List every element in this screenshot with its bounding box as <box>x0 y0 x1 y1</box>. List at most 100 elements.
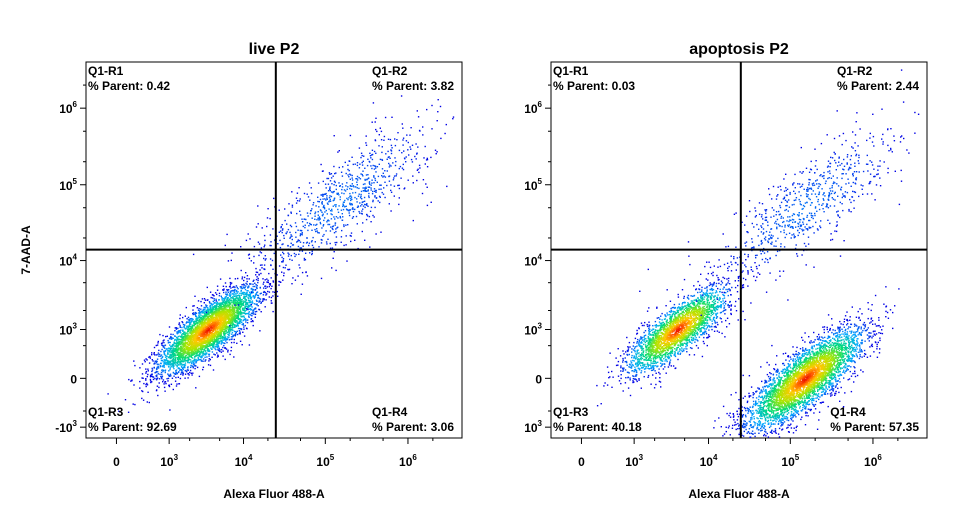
event-dot <box>219 315 222 317</box>
event-dot <box>229 315 232 317</box>
event-dot <box>245 305 247 307</box>
event-dot <box>164 354 167 357</box>
event-dot <box>416 153 418 155</box>
event-dot <box>185 357 187 360</box>
event-dot <box>183 352 185 354</box>
event-dot <box>227 297 229 300</box>
event-dot <box>381 159 384 161</box>
event-dot <box>260 301 263 303</box>
event-dot <box>184 373 187 375</box>
event-dot <box>321 214 324 216</box>
event-dot <box>198 341 200 343</box>
event-dot <box>431 104 433 107</box>
event-dot <box>235 316 238 318</box>
event-dot <box>203 345 205 348</box>
event-dot <box>211 323 213 325</box>
event-dot <box>315 205 317 207</box>
event-dot <box>229 294 231 296</box>
event-dot <box>206 356 208 358</box>
event-dot <box>167 351 169 353</box>
event-dot <box>263 234 266 237</box>
event-dot <box>204 311 206 313</box>
event-dot <box>231 338 233 340</box>
event-dot <box>224 325 226 327</box>
event-dot <box>294 222 297 224</box>
event-dot <box>181 358 184 360</box>
event-dot <box>247 297 250 300</box>
event-dot <box>149 380 152 382</box>
event-dot <box>169 338 171 340</box>
event-dot <box>299 233 302 235</box>
event-dot <box>311 240 313 242</box>
event-dot <box>205 318 208 320</box>
event-dot <box>322 224 325 226</box>
event-dot <box>230 338 232 341</box>
event-dot <box>203 322 205 324</box>
event-dot <box>298 253 300 255</box>
event-dot <box>295 225 298 228</box>
event-dot <box>304 224 306 226</box>
event-dot <box>182 339 185 341</box>
event-dot <box>183 349 185 351</box>
event-dot <box>337 192 339 194</box>
event-dot <box>217 308 219 310</box>
event-dot <box>234 293 236 295</box>
event-dot <box>190 320 192 322</box>
event-dot <box>198 354 201 357</box>
event-dot <box>210 326 212 329</box>
event-dot <box>172 333 174 336</box>
event-dot <box>245 298 247 301</box>
event-dot <box>358 193 360 195</box>
event-dot <box>174 350 176 352</box>
event-dot <box>198 315 200 317</box>
event-dot <box>243 292 245 294</box>
event-dot <box>299 214 302 216</box>
event-dot <box>198 353 201 355</box>
event-dot <box>243 312 245 314</box>
event-dot <box>217 311 220 313</box>
event-dot <box>236 294 238 297</box>
event-dot <box>171 365 173 367</box>
event-dot <box>266 225 268 228</box>
event-dot <box>225 337 227 340</box>
event-dot <box>183 353 185 355</box>
event-dot <box>167 363 169 365</box>
event-dot <box>160 350 162 353</box>
event-dot <box>204 322 206 325</box>
event-dot <box>199 319 201 321</box>
event-dot <box>124 399 127 401</box>
event-dot <box>196 317 198 319</box>
event-dot <box>279 246 282 249</box>
event-dot <box>409 146 411 148</box>
event-dot <box>195 333 198 335</box>
event-dot <box>220 307 223 310</box>
event-dot <box>182 374 184 376</box>
event-dot <box>192 346 194 348</box>
event-dot <box>345 172 347 175</box>
event-dot <box>229 326 231 328</box>
event-dot <box>241 321 243 323</box>
event-dot <box>208 301 211 303</box>
event-dot <box>193 347 196 349</box>
event-dot <box>163 383 165 385</box>
event-dot <box>386 158 388 160</box>
event-dot <box>197 309 200 311</box>
event-dot <box>216 333 218 335</box>
event-dot <box>387 138 390 140</box>
event-dot <box>317 231 319 234</box>
event-dot <box>223 301 225 304</box>
event-dot <box>203 342 205 344</box>
event-dot <box>185 349 187 351</box>
event-dot <box>191 325 193 327</box>
event-dot <box>178 349 180 351</box>
event-dot <box>243 326 245 328</box>
event-dot <box>354 208 356 211</box>
event-dot <box>195 353 197 355</box>
event-dot <box>165 350 167 352</box>
event-dot <box>200 305 203 307</box>
event-dot <box>194 367 196 370</box>
event-dot <box>206 344 209 346</box>
event-dot <box>183 346 185 348</box>
event-dot <box>352 192 354 194</box>
event-dot <box>181 366 183 368</box>
